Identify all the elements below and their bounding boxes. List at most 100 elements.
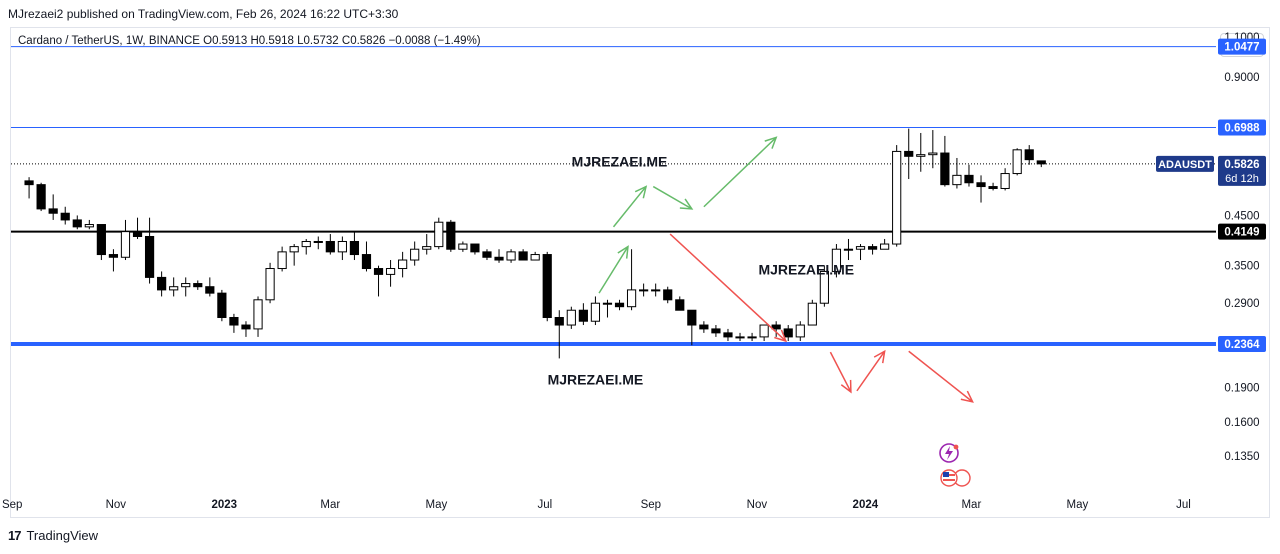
candle [904, 128, 914, 180]
price-badge: 0.6988 [1218, 119, 1266, 136]
candle [831, 244, 842, 278]
candle [193, 280, 203, 290]
candle-body [651, 289, 661, 292]
candle-body [301, 240, 311, 248]
y-tick-label: 0.3500 [1224, 261, 1259, 273]
y-tick-label: 0.9000 [1224, 72, 1259, 84]
candle-body [795, 324, 805, 338]
symbol-tag-bg [1156, 155, 1214, 172]
candle [482, 249, 492, 261]
candle [819, 265, 829, 307]
candle-body [458, 243, 468, 250]
watermarks: MJREZAEI.ME MJREZAEI.ME MJREZAEI.ME [548, 153, 855, 387]
candle [518, 249, 528, 261]
candle-body [120, 231, 131, 258]
candle [952, 157, 962, 189]
green-arrow-shaft [703, 136, 777, 208]
x-tick-label: 2024 [853, 499, 879, 511]
price-axis[interactable]: 1.10000.90000.45000.35000.29000.19000.16… [1224, 32, 1259, 463]
red-arrow [669, 233, 788, 343]
candle [157, 271, 167, 297]
candle [313, 236, 323, 250]
chart-frame[interactable] [10, 27, 1270, 518]
us-flag-event-icon[interactable] [940, 469, 971, 487]
candle [723, 328, 733, 342]
candle-body [277, 251, 287, 270]
y-tick-label: 0.4500 [1224, 210, 1259, 222]
candle-body [952, 174, 962, 186]
x-tick-label: Nov [747, 499, 768, 511]
candle [602, 299, 613, 318]
green-arrow [612, 185, 648, 228]
candle [867, 244, 878, 255]
candle-body [771, 324, 781, 330]
candle-body [410, 248, 420, 261]
red-arrow-head [960, 390, 974, 403]
candle-body [928, 152, 938, 156]
candle-body [892, 150, 902, 245]
time-axis[interactable]: Sep Nov 2023 Mar May Jul Sep Nov 2024 Mar May Jul [2, 499, 1191, 511]
price-badge: 0.4149 [1218, 223, 1266, 240]
candle [578, 303, 588, 326]
candle-body [542, 254, 552, 318]
candle-body [494, 256, 504, 261]
candle [639, 283, 649, 297]
candle [181, 277, 191, 297]
y-tick-label: 0.1350 [1224, 451, 1259, 463]
candle [843, 238, 854, 261]
candle-body [819, 270, 829, 304]
candles [24, 128, 1046, 359]
candle-body [181, 283, 191, 288]
candle-body [590, 302, 601, 322]
x-tick-label: Nov [106, 499, 127, 511]
candle-body [289, 246, 299, 253]
current-price-label: 0.5826 [1224, 159, 1259, 171]
countdown-label: 6d 12h [1225, 173, 1259, 185]
red-arrow-shaft [856, 350, 886, 392]
candle-body [783, 328, 793, 338]
candle [916, 132, 926, 172]
candle-body [916, 154, 926, 157]
candle [855, 244, 866, 261]
red-arrow-head [873, 349, 886, 364]
candle-body [169, 286, 179, 291]
candle [373, 265, 384, 297]
x-tick-label: Mar [320, 499, 340, 511]
candle-body [72, 219, 82, 228]
candle [554, 310, 564, 359]
x-tick-label: Mar [961, 499, 981, 511]
x-tick-label: May [1067, 499, 1089, 511]
candle-body [96, 224, 106, 256]
x-tick-label: Jul [1176, 499, 1191, 511]
candle-body [1024, 149, 1034, 161]
candle [349, 231, 360, 261]
event-icons[interactable] [939, 443, 971, 487]
price-badge-label: 0.2364 [1224, 339, 1260, 351]
candle-body [602, 302, 613, 305]
candle-body [337, 240, 347, 253]
lightning-event-icon[interactable] [939, 443, 959, 463]
candle [614, 299, 625, 311]
symbol-tag-label: ADAUSDT [1158, 159, 1212, 171]
green-arrow [598, 245, 629, 294]
candle [253, 296, 263, 337]
green-arrow-head [764, 136, 778, 149]
candle-body [675, 299, 685, 311]
price-badge-bg [1218, 223, 1266, 240]
candle [1036, 160, 1046, 168]
tradingview-logo-icon: 17 [8, 528, 22, 543]
price-badge-label: 0.4149 [1224, 227, 1259, 239]
candle-body [144, 235, 155, 278]
candle-body [132, 231, 143, 237]
candle-body [747, 336, 757, 339]
candle [940, 135, 950, 187]
candle-body [84, 224, 94, 228]
current-price-badge-bg [1218, 155, 1266, 186]
candle-body [964, 174, 974, 184]
green-arrow-head [679, 198, 694, 210]
candle-body [398, 259, 408, 270]
candle-body [265, 268, 275, 301]
candle-body [36, 184, 46, 210]
candle [422, 234, 432, 255]
